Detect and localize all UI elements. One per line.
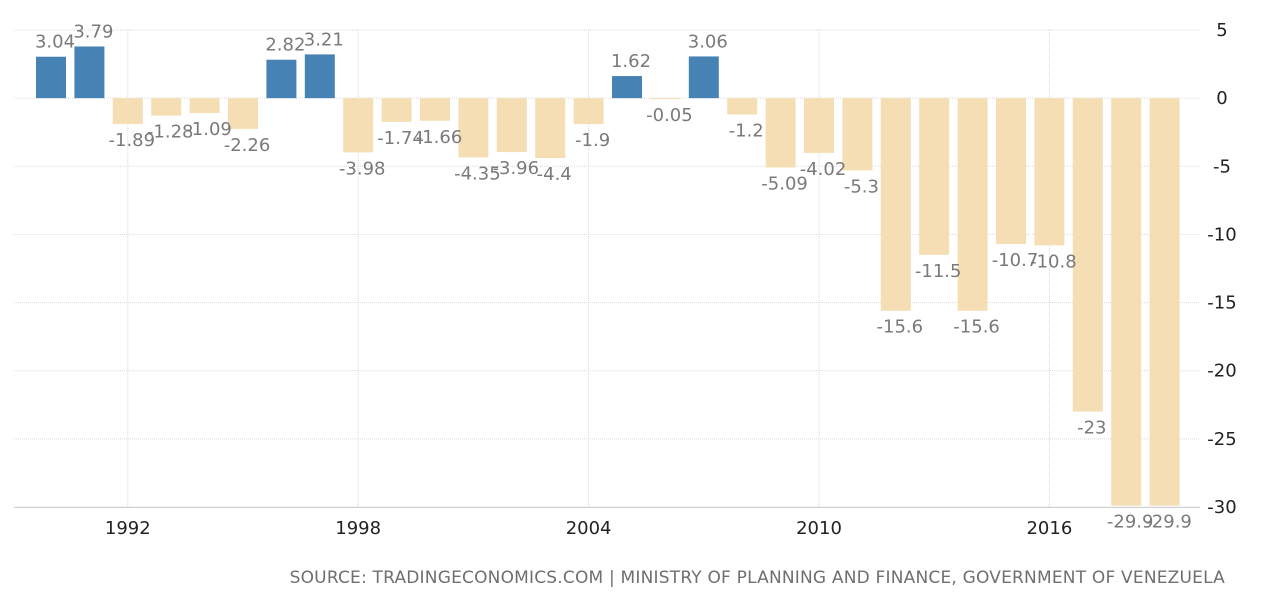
bar-value-label: -11.5 <box>915 261 962 282</box>
bar-value-label: -0.05 <box>646 105 693 126</box>
bar-value-label: -10.7 <box>992 250 1039 271</box>
bar-value-label: -4.02 <box>800 159 847 180</box>
bar <box>688 56 719 99</box>
bar <box>381 98 412 122</box>
x-tick-label: 1992 <box>105 518 151 539</box>
bar <box>1111 98 1142 506</box>
bar-value-label: 3.21 <box>304 29 344 50</box>
bar <box>919 98 950 255</box>
x-tick-label: 2004 <box>566 518 612 539</box>
bar-value-label: -3.98 <box>339 158 386 179</box>
y-axis-ticks: 5 0 -5 -10 -15 -20 -25 -30 <box>1207 20 1236 518</box>
bar-value-label: -15.6 <box>877 317 924 338</box>
y-tick-label: 0 <box>1216 88 1227 109</box>
bar <box>1034 98 1065 246</box>
bar <box>996 98 1026 244</box>
bar-value-label: -5.3 <box>844 176 879 197</box>
bar <box>266 59 297 99</box>
bar-value-label: -2.26 <box>224 135 271 156</box>
bar <box>36 56 66 99</box>
bar-value-label: -1.74 <box>377 128 424 149</box>
y-tick-label: -5 <box>1213 156 1231 177</box>
bar <box>343 98 374 153</box>
bar <box>458 98 489 158</box>
bar-value-label: -5.09 <box>761 174 808 195</box>
bar <box>727 98 758 115</box>
bar <box>228 98 258 129</box>
bar-value-label: -15.6 <box>953 317 1000 338</box>
bar <box>535 98 566 159</box>
bar-value-label: -29.9 <box>1107 512 1154 533</box>
bar-value-label: -4.35 <box>454 163 501 184</box>
bar-value-label: -1.9 <box>575 130 610 151</box>
bar-value-label: -1.89 <box>109 130 156 151</box>
y-tick-label: -20 <box>1207 361 1236 382</box>
bar <box>74 46 105 99</box>
bar <box>650 98 681 100</box>
y-tick-label: -25 <box>1207 429 1236 450</box>
source-note: SOURCE: TRADINGECONOMICS.COM | MINISTRY … <box>289 568 1225 588</box>
x-tick-label: 2010 <box>796 518 842 539</box>
bar-value-label: -10.8 <box>1030 251 1077 272</box>
bar <box>496 98 527 153</box>
bar-value-label: -1.2 <box>729 120 764 141</box>
bar-value-label: 3.06 <box>688 31 728 52</box>
bars <box>36 46 1180 506</box>
bar <box>612 76 642 99</box>
bar <box>189 98 220 113</box>
data-labels: 3.043.79 -1.89-1.28-1.09-2.26 2.823.21 -3.9… <box>35 21 1192 532</box>
bar <box>1149 98 1180 506</box>
bar-value-label: 1.62 <box>611 51 651 72</box>
bar <box>1072 98 1103 412</box>
bar-value-label: -3.96 <box>493 158 540 179</box>
bar-value-label: -1.28 <box>147 122 194 143</box>
bar-value-label: 3.79 <box>73 21 113 42</box>
y-tick-label: -30 <box>1207 497 1236 518</box>
bar-value-label: -23 <box>1077 418 1106 439</box>
bar-value-label: -1.66 <box>416 127 463 148</box>
bar <box>842 98 873 171</box>
bar <box>804 98 834 153</box>
bar-value-label: -29.9 <box>1145 512 1192 533</box>
bar <box>573 98 604 125</box>
bar <box>957 98 988 311</box>
bar <box>304 54 335 99</box>
bar-value-label: 2.82 <box>265 35 305 56</box>
y-tick-label: -10 <box>1207 224 1236 245</box>
bar <box>420 98 450 121</box>
y-tick-label: 5 <box>1216 20 1227 41</box>
y-tick-label: -15 <box>1207 293 1236 314</box>
bar-value-label: -4.4 <box>537 164 572 185</box>
bar <box>151 98 182 116</box>
bar <box>880 98 911 311</box>
bar-value-label: 3.04 <box>35 32 75 53</box>
x-axis-ticks: 1992 1998 2004 2010 2016 <box>105 518 1072 539</box>
x-tick-label: 2016 <box>1026 518 1072 539</box>
bar <box>112 98 143 124</box>
bar-value-label: -1.09 <box>185 119 232 140</box>
x-tick-label: 1998 <box>335 518 381 539</box>
bar <box>765 98 796 168</box>
